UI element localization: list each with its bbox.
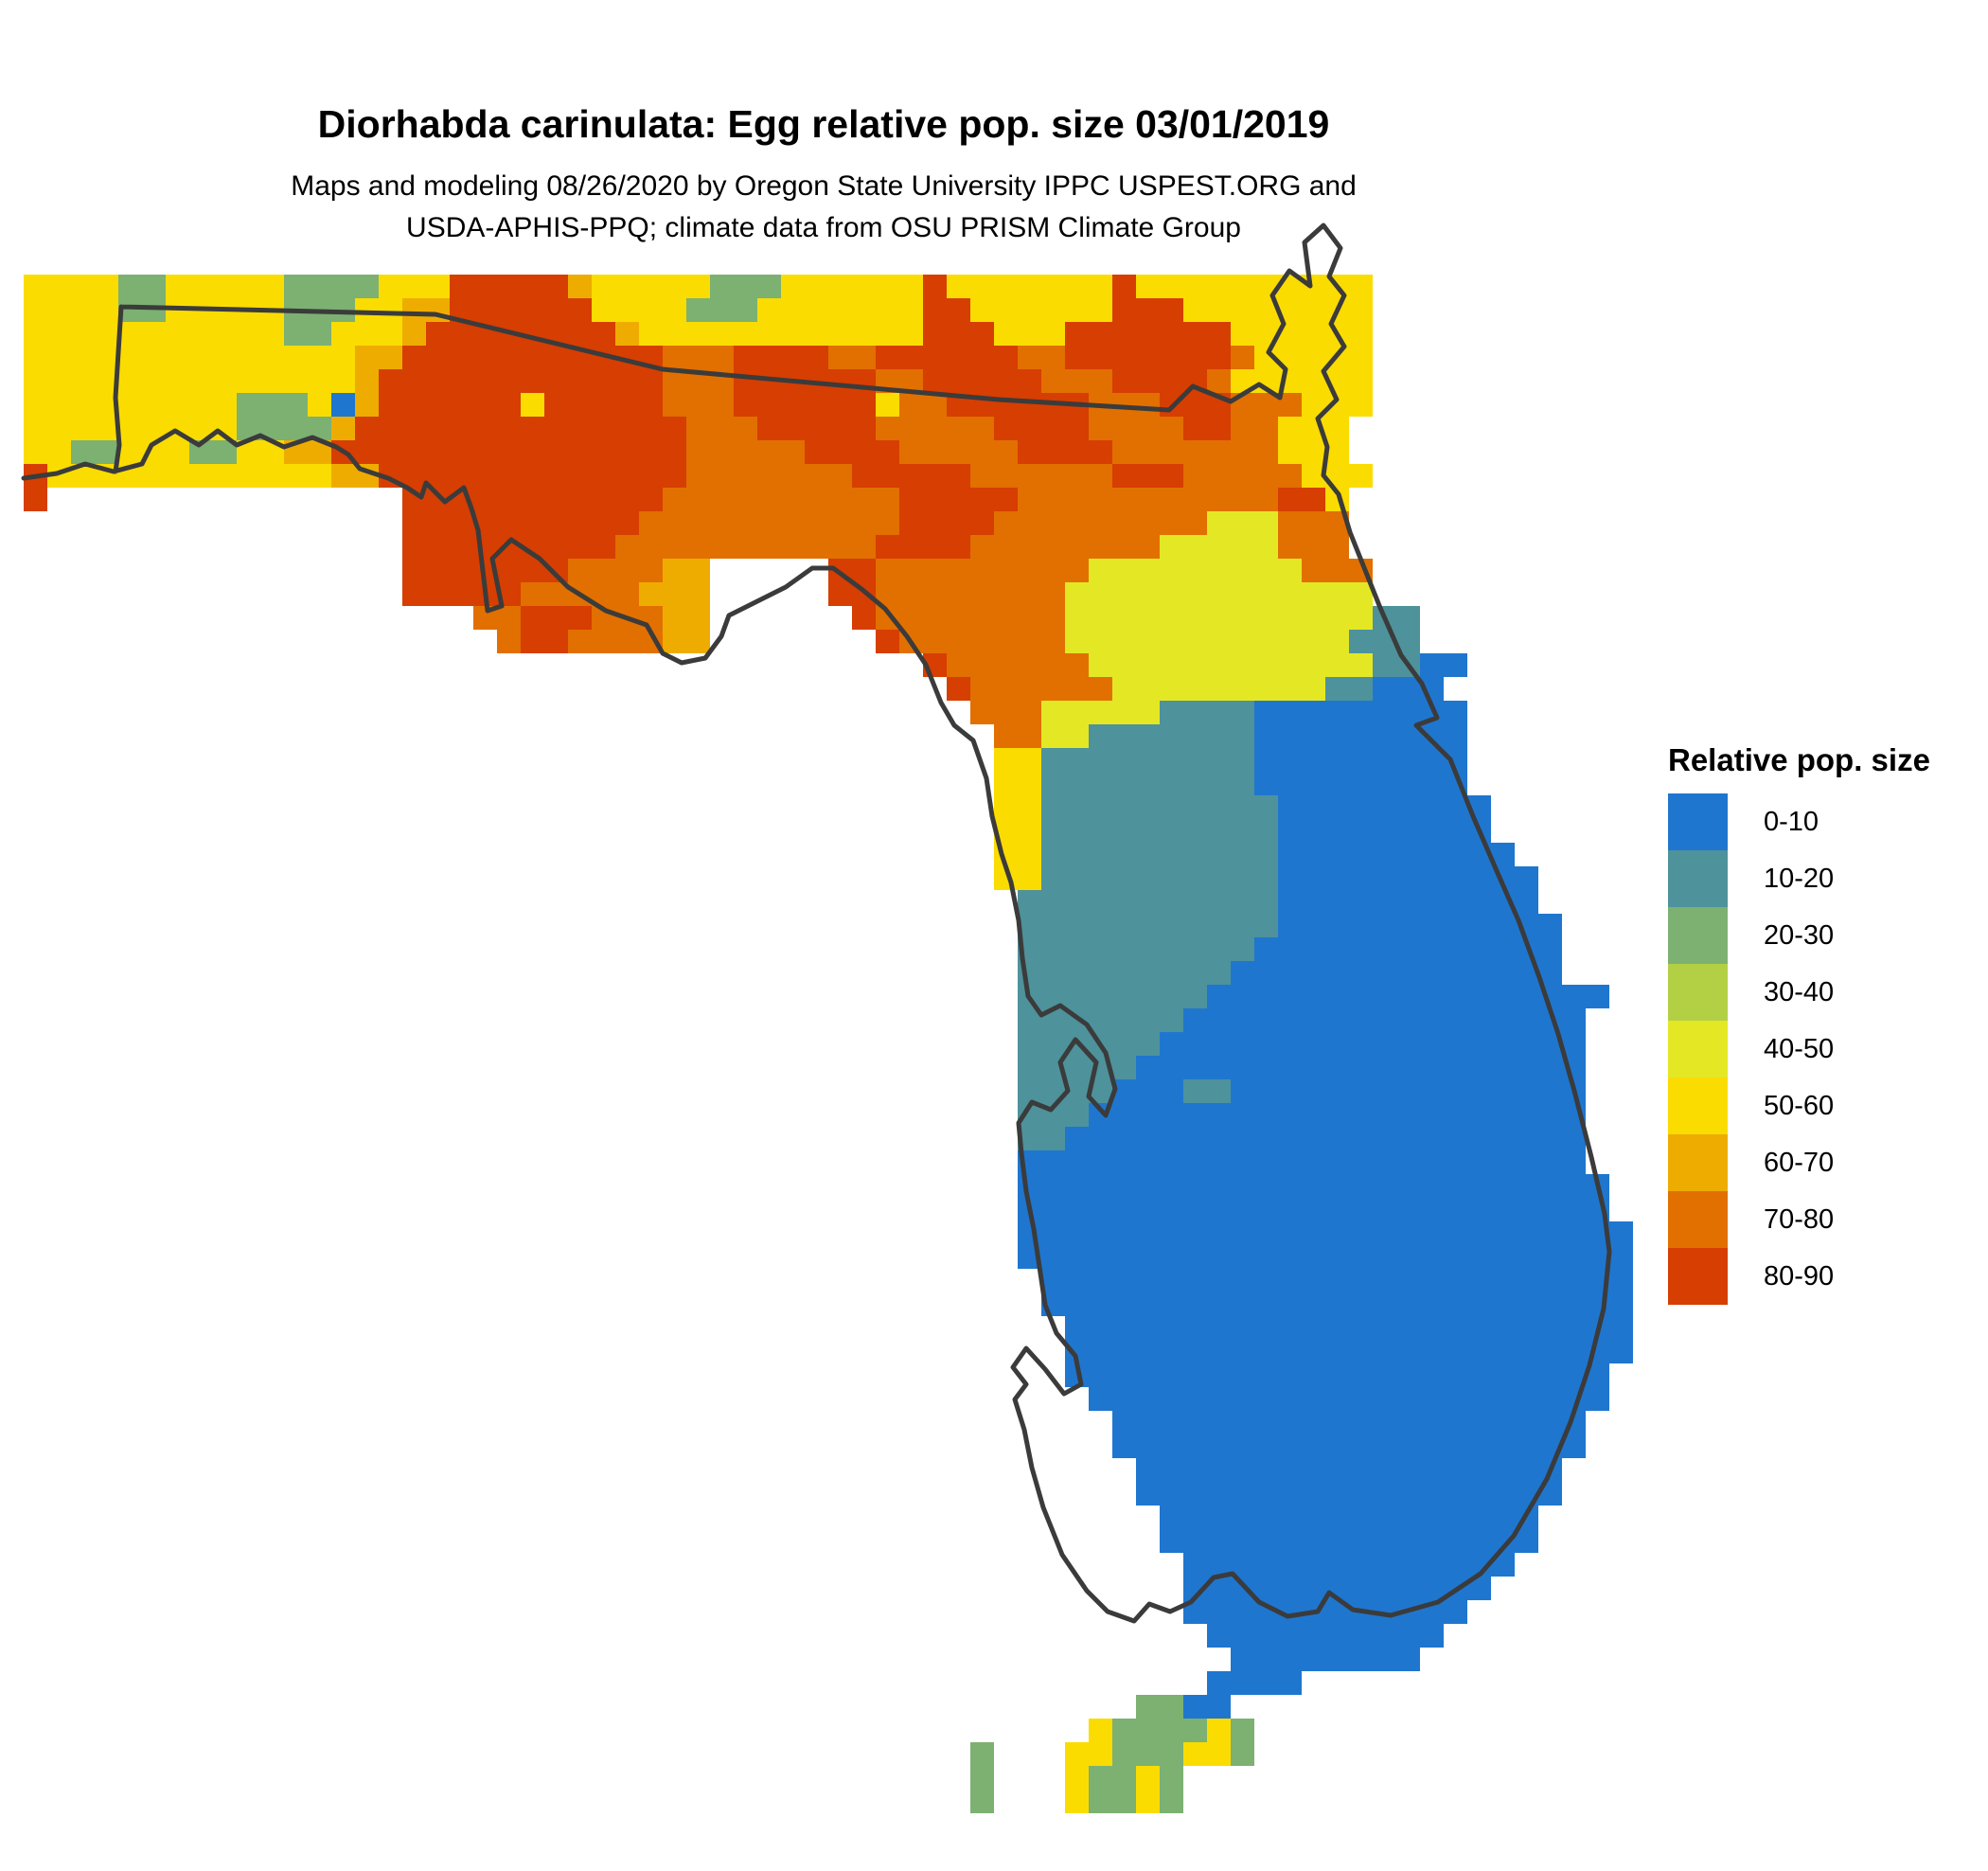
legend-entry-30-40: 30-40 bbox=[1668, 964, 1986, 1021]
raster-class-8 bbox=[473, 346, 1373, 748]
legend-label-0-10: 0-10 bbox=[1764, 806, 1819, 837]
legend-label-70-80: 70-80 bbox=[1764, 1203, 1835, 1235]
legend-swatch-40-50 bbox=[1668, 1021, 1728, 1078]
raster-class-2 bbox=[1018, 606, 1420, 1150]
legend-swatch-10-20 bbox=[1668, 850, 1728, 907]
legend-title: Relative pop. size bbox=[1668, 742, 1930, 777]
legend-entry-10-20: 10-20 bbox=[1668, 850, 1986, 907]
legend-entry-60-70: 60-70 bbox=[1668, 1134, 1986, 1191]
legend-swatch-60-70 bbox=[1668, 1134, 1728, 1191]
page-subtitle: Maps and modeling 08/26/2020 by Oregon S… bbox=[0, 166, 1647, 249]
legend-entry-80-90: 80-90 bbox=[1668, 1248, 1986, 1305]
legend-swatch-80-90 bbox=[1668, 1248, 1728, 1305]
subtitle-line-2: USDA-APHIS-PPQ; climate data from OSU PR… bbox=[406, 212, 1241, 243]
raster-class-9 bbox=[24, 275, 1325, 701]
legend-swatch-20-30 bbox=[1668, 907, 1728, 964]
legend-swatch-30-40 bbox=[1668, 964, 1728, 1021]
page-title: Diorhabda carinulata: Egg relative pop. … bbox=[317, 102, 1330, 146]
legend-label-20-30: 20-30 bbox=[1764, 919, 1835, 951]
legend-swatch-50-60 bbox=[1668, 1078, 1728, 1134]
legend-entry-40-50: 40-50 bbox=[1668, 1021, 1986, 1078]
legend-label-10-20: 10-20 bbox=[1764, 863, 1835, 894]
legend-entry-0-10: 0-10 bbox=[1668, 793, 1986, 850]
legend-label-80-90: 80-90 bbox=[1764, 1260, 1835, 1292]
raster-class-1 bbox=[331, 393, 1633, 1719]
legend: Relative pop. size 0-10 10-20 20-30 30-40 40… bbox=[1668, 742, 1986, 1305]
raster-class-5 bbox=[1041, 511, 1373, 748]
subtitle-line-1: Maps and modeling 08/26/2020 by Oregon S… bbox=[291, 170, 1357, 202]
legend-swatch-70-80 bbox=[1668, 1191, 1728, 1248]
legend-label-60-70: 60-70 bbox=[1764, 1147, 1835, 1178]
legend-entry-50-60: 50-60 bbox=[1668, 1078, 1986, 1134]
legend-entry-70-80: 70-80 bbox=[1668, 1191, 1986, 1248]
legend-entry-20-30: 20-30 bbox=[1668, 907, 1986, 964]
legend-rows: 0-10 10-20 20-30 30-40 40-50 50-60 60-70 70-80 8… bbox=[1668, 793, 1986, 1305]
state-boundary-outline bbox=[21, 223, 1612, 1624]
legend-label-40-50: 40-50 bbox=[1764, 1033, 1835, 1064]
legend-label-50-60: 50-60 bbox=[1764, 1090, 1835, 1121]
raster-class-6 bbox=[24, 275, 1373, 1813]
header: Diorhabda carinulata: Egg relative pop. … bbox=[0, 102, 1647, 249]
legend-label-30-40: 30-40 bbox=[1764, 976, 1835, 1007]
legend-swatch-0-10 bbox=[1668, 793, 1728, 850]
